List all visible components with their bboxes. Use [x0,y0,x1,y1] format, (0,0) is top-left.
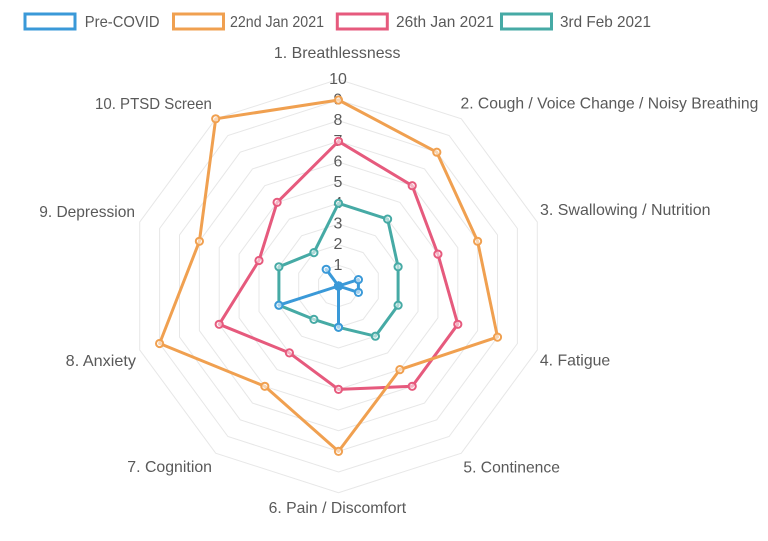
svg-text:22nd Jan 2021: 22nd Jan 2021 [230,14,324,31]
svg-text:1. Breathlessness: 1. Breathlessness [274,45,401,62]
svg-text:Pre-COVID: Pre-COVID [85,14,160,31]
svg-text:8. Anxiety: 8. Anxiety [66,353,136,370]
svg-text:6. Pain / Discomfort: 6. Pain / Discomfort [269,500,407,517]
svg-text:7. Cognition: 7. Cognition [127,459,212,476]
svg-text:5. Continence: 5. Continence [463,460,560,477]
svg-text:8: 8 [334,112,343,129]
svg-text:3: 3 [334,216,343,233]
svg-text:3rd Feb 2021: 3rd Feb 2021 [560,14,651,31]
svg-text:26th Jan 2021: 26th Jan 2021 [396,14,494,31]
svg-text:5: 5 [334,174,343,191]
svg-text:3. Swallowing / Nutrition: 3. Swallowing / Nutrition [540,202,711,219]
svg-text:6: 6 [334,154,343,171]
svg-text:2: 2 [334,236,343,253]
svg-text:1: 1 [334,257,343,274]
svg-text:9. Depression: 9. Depression [39,204,135,221]
svg-text:4. Fatigue: 4. Fatigue [540,353,610,370]
svg-text:10: 10 [329,71,347,88]
svg-text:10. PTSD Screen: 10. PTSD Screen [95,96,212,113]
svg-text:2. Cough / Voice Change / Nois: 2. Cough / Voice Change / Noisy Breathin… [461,96,759,113]
